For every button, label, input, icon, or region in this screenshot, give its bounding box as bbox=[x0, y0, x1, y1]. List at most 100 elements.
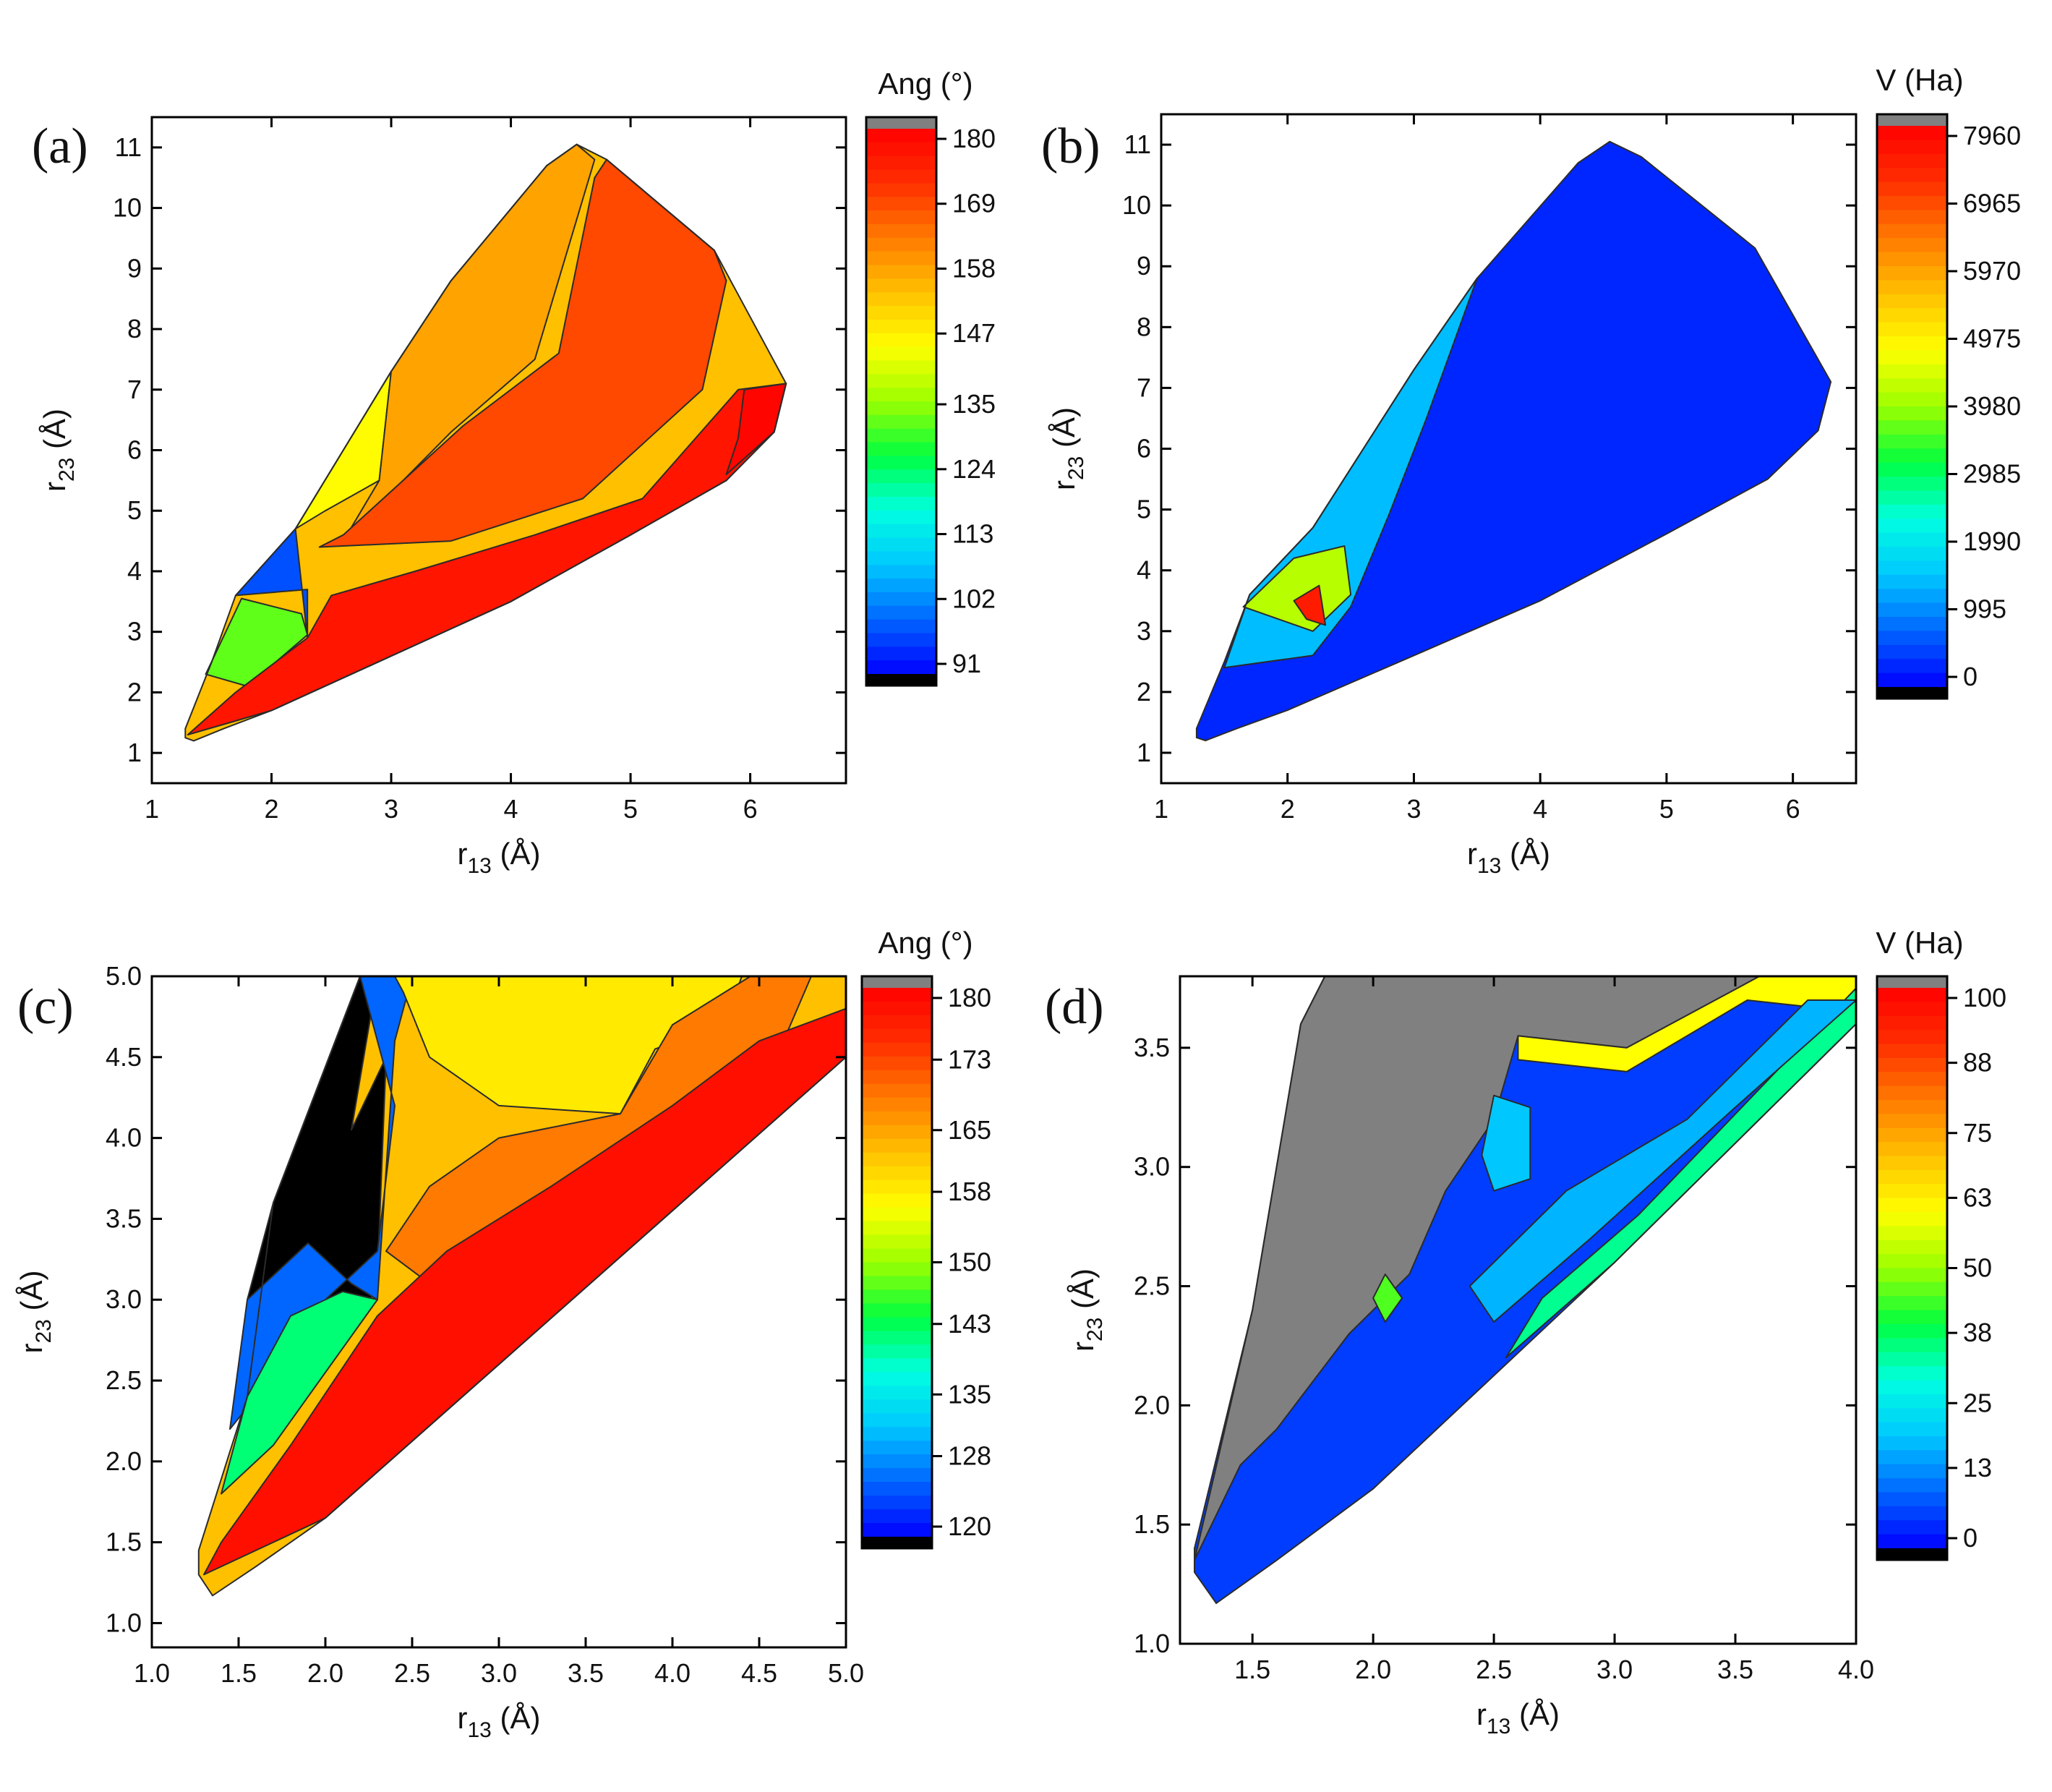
x-tick-label: 5 bbox=[623, 794, 638, 824]
y-tick-label: 10 bbox=[113, 193, 142, 223]
colorbar-band bbox=[866, 442, 936, 456]
x-tick-label: 4 bbox=[504, 794, 518, 824]
y-axis-title-main: r bbox=[1066, 1341, 1100, 1352]
colorbar-tick-label: 0 bbox=[1963, 1523, 1978, 1553]
colorbar-band bbox=[1877, 1338, 1947, 1353]
colorbar-band bbox=[866, 579, 936, 593]
colorbar-band bbox=[1877, 1394, 1947, 1409]
y-axis-title: r23 (Å) bbox=[38, 409, 79, 492]
colorbar-band bbox=[1877, 560, 1947, 576]
colorbar-band bbox=[866, 456, 936, 470]
colorbar-band bbox=[1877, 1254, 1947, 1269]
contour-outline bbox=[1194, 976, 1856, 1605]
colorbar-band bbox=[866, 660, 936, 675]
x-tick-label: 2 bbox=[265, 794, 279, 824]
colorbar-band bbox=[862, 1262, 932, 1277]
colorbar-band bbox=[1877, 659, 1947, 674]
colorbar-band bbox=[866, 129, 936, 143]
y-tick-label: 8 bbox=[1137, 312, 1151, 341]
colorbar-tick-label: 158 bbox=[952, 253, 996, 283]
colorbar-band bbox=[866, 197, 936, 211]
colorbar-band bbox=[1877, 532, 1947, 547]
y-tick-label: 5 bbox=[1137, 495, 1151, 524]
colorbar-band bbox=[1877, 673, 1947, 688]
y-axis-title: r23 (Å) bbox=[14, 1270, 56, 1353]
colorbar-band bbox=[866, 537, 936, 552]
x-tick-label: 1.0 bbox=[134, 1658, 170, 1688]
colorbar-band bbox=[1877, 223, 1947, 239]
colorbar-tick-label: 5970 bbox=[1963, 256, 2021, 286]
y-tick-label: 3.0 bbox=[106, 1284, 142, 1314]
colorbar-band bbox=[866, 551, 936, 566]
colorbar-band bbox=[1877, 126, 1947, 140]
x-tick-label: 2.0 bbox=[307, 1658, 343, 1688]
colorbar-band bbox=[1877, 1506, 1947, 1521]
colorbar-tick-label: 180 bbox=[948, 983, 991, 1012]
colorbar-tick-label: 1990 bbox=[1963, 526, 2021, 556]
colorbar-band bbox=[1877, 1114, 1947, 1129]
colorbar-tick-label: 38 bbox=[1963, 1318, 1992, 1347]
contour-area bbox=[197, 976, 846, 1597]
colorbar-band bbox=[1877, 589, 1947, 604]
colorbar-band bbox=[862, 1509, 932, 1524]
colorbar-band bbox=[866, 223, 936, 239]
colorbar-band bbox=[862, 1454, 932, 1469]
colorbar-tick-label: 150 bbox=[948, 1247, 991, 1277]
y-tick-label: 1 bbox=[1137, 738, 1151, 767]
colorbar-tick-label: 63 bbox=[1963, 1182, 1992, 1212]
colorbar-band bbox=[1877, 420, 1947, 435]
contour-area bbox=[184, 143, 787, 742]
x-tick-label: 3 bbox=[1406, 794, 1421, 824]
colorbar-band bbox=[862, 1482, 932, 1496]
colorbar-band bbox=[1877, 153, 1947, 168]
x-axis-title-sub: 13 bbox=[467, 854, 491, 878]
y-axis-title-unit: (Å) bbox=[38, 409, 72, 458]
colorbar-band bbox=[862, 1372, 932, 1386]
colorbar-band bbox=[1877, 1366, 1947, 1381]
colorbar-band bbox=[866, 278, 936, 293]
colorbar-band bbox=[1877, 1240, 1947, 1255]
colorbar-below-cap bbox=[1877, 687, 1947, 699]
colorbar-tick-label: 0 bbox=[1963, 662, 1978, 691]
x-tick-label: 4.5 bbox=[741, 1658, 777, 1688]
colorbar-band bbox=[1877, 1100, 1947, 1114]
contour-zone-cyan-green bbox=[221, 1291, 378, 1495]
colorbar-band bbox=[1877, 462, 1947, 477]
y-tick-label: 1.5 bbox=[1134, 1509, 1170, 1539]
colorbar-band bbox=[866, 619, 936, 634]
y-tick-label: 3 bbox=[1137, 616, 1151, 646]
colorbar-tick-label: 173 bbox=[948, 1044, 991, 1074]
x-tick-label: 1.5 bbox=[221, 1658, 257, 1688]
colorbar-tick-label: 7960 bbox=[1963, 121, 2021, 150]
colorbar-band bbox=[862, 1179, 932, 1195]
colorbar-band bbox=[862, 1386, 932, 1400]
colorbar-band bbox=[866, 605, 936, 620]
colorbar-band bbox=[1877, 448, 1947, 464]
x-tick-label: 3.0 bbox=[1596, 1655, 1633, 1684]
colorbar-band bbox=[1877, 1464, 1947, 1479]
colorbar-band bbox=[862, 1441, 932, 1455]
y-tick-label: 3.0 bbox=[1134, 1152, 1170, 1182]
y-tick-label: 1 bbox=[127, 738, 142, 767]
colorbar-band bbox=[866, 496, 936, 511]
x-tick-label: 1 bbox=[1154, 794, 1168, 824]
colorbar-band bbox=[1877, 238, 1947, 253]
x-axis-title-main: r bbox=[457, 837, 467, 871]
y-axis-title-sub: 23 bbox=[1083, 1318, 1107, 1341]
colorbar-band bbox=[866, 346, 936, 362]
colorbar-band bbox=[866, 142, 936, 157]
y-axis-title-unit: (Å) bbox=[14, 1270, 48, 1319]
colorbar-band bbox=[866, 483, 936, 498]
contour-zone-cyan-band bbox=[1469, 999, 1856, 1323]
colorbar-band bbox=[1877, 1352, 1947, 1367]
colorbar-tick-label: 113 bbox=[952, 519, 993, 549]
colorbar-band bbox=[862, 1042, 932, 1057]
y-tick-label: 3.5 bbox=[106, 1203, 142, 1233]
colorbar-band bbox=[862, 1083, 932, 1098]
colorbar-band bbox=[862, 1427, 932, 1441]
colorbar-band bbox=[866, 388, 936, 402]
colorbar-band bbox=[862, 1496, 932, 1510]
y-axis-title-sub: 23 bbox=[55, 458, 79, 482]
colorbar-band bbox=[1877, 1310, 1947, 1325]
